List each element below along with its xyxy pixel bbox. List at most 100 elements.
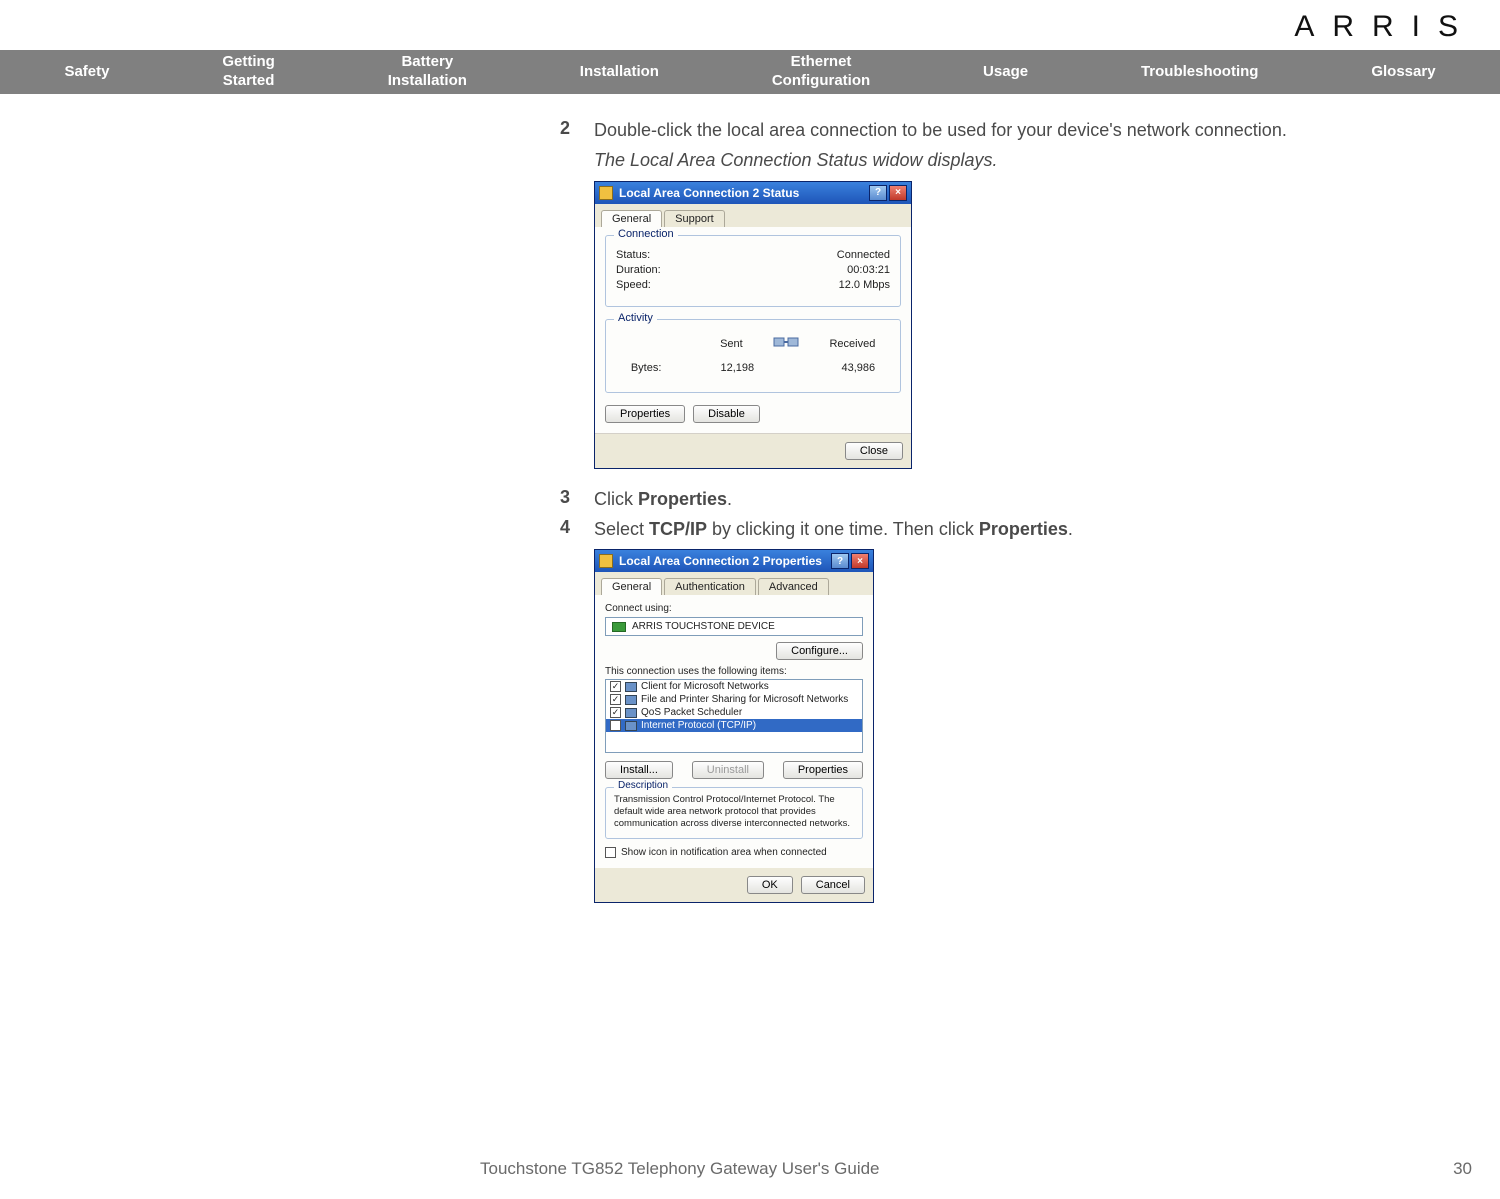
ok-button[interactable]: OK bbox=[747, 876, 793, 894]
item-buttons-row: Install... Uninstall Properties bbox=[605, 761, 863, 779]
footer-title: Touchstone TG852 Telephony Gateway User'… bbox=[480, 1159, 880, 1179]
step-2-text: Double-click the local area connection t… bbox=[594, 120, 1287, 140]
tab-support[interactable]: Support bbox=[664, 210, 725, 227]
status-dialog-title: Local Area Connection 2 Status bbox=[619, 186, 867, 200]
step-4-bold2: Properties bbox=[979, 519, 1068, 539]
activity-group: Activity Sent Received bbox=[605, 319, 901, 393]
items-label: This connection uses the following items… bbox=[605, 666, 863, 677]
show-icon-label: Show icon in notification area when conn… bbox=[621, 847, 827, 858]
bytes-received: 43,986 bbox=[842, 362, 876, 374]
bytes-label: Bytes: bbox=[631, 362, 691, 374]
status-dialog: Local Area Connection 2 Status ? × Gener… bbox=[594, 181, 912, 469]
properties-dialog-body: Connect using: ARRIS TOUCHSTONE DEVICE C… bbox=[595, 595, 873, 868]
list-item-selected[interactable]: ✓ Internet Protocol (TCP/IP) bbox=[606, 719, 862, 732]
component-icon bbox=[625, 695, 637, 705]
close-dialog-button[interactable]: Close bbox=[845, 442, 903, 460]
sent-header: Sent bbox=[720, 338, 743, 350]
help-button[interactable]: ? bbox=[831, 553, 849, 569]
tab-advanced[interactable]: Advanced bbox=[758, 578, 829, 595]
connection-group-title: Connection bbox=[614, 228, 678, 240]
checkbox-icon[interactable]: ✓ bbox=[610, 707, 621, 718]
properties-button[interactable]: Properties bbox=[605, 405, 685, 423]
properties-dialog-tabs: General Authentication Advanced bbox=[595, 572, 873, 595]
nav-troubleshooting[interactable]: Troubleshooting bbox=[1141, 63, 1259, 82]
connect-using-label: Connect using: bbox=[605, 603, 863, 614]
network-icon bbox=[599, 554, 613, 568]
list-item-label: File and Printer Sharing for Microsoft N… bbox=[641, 694, 848, 705]
step-4-body: Select TCP/IP by clicking it one time. T… bbox=[594, 517, 1073, 541]
step-2: 2 Double-click the local area connection… bbox=[560, 118, 1480, 173]
cancel-button[interactable]: Cancel bbox=[801, 876, 865, 894]
activity-icon bbox=[772, 332, 800, 356]
nav-installation[interactable]: Installation bbox=[580, 63, 659, 82]
step-4-mid: by clicking it one time. Then click bbox=[707, 519, 979, 539]
step-3: 3 Click Properties. bbox=[560, 487, 1480, 511]
step-2-number: 2 bbox=[560, 118, 594, 173]
properties-dialog-bottom: OK Cancel bbox=[595, 868, 873, 902]
tab-authentication[interactable]: Authentication bbox=[664, 578, 756, 595]
received-header: Received bbox=[829, 338, 875, 350]
activity-header-row: Sent Received bbox=[616, 332, 890, 356]
step-3-number: 3 bbox=[560, 487, 594, 511]
page-number: 30 bbox=[1453, 1159, 1472, 1179]
status-dialog-bottom: Close bbox=[595, 433, 911, 468]
close-button[interactable]: × bbox=[851, 553, 869, 569]
configure-button[interactable]: Configure... bbox=[776, 642, 863, 660]
page-footer: Touchstone TG852 Telephony Gateway User'… bbox=[0, 1159, 1500, 1179]
bytes-sent: 12,198 bbox=[721, 362, 755, 374]
list-item-label: QoS Packet Scheduler bbox=[641, 707, 742, 718]
step-4: 4 Select TCP/IP by clicking it one time.… bbox=[560, 517, 1480, 541]
show-icon-checkbox[interactable] bbox=[605, 847, 616, 858]
speed-row: Speed: 12.0 Mbps bbox=[616, 279, 890, 291]
status-row: Status: Connected bbox=[616, 249, 890, 261]
adapter-icon bbox=[612, 622, 626, 632]
close-button[interactable]: × bbox=[889, 185, 907, 201]
component-icon bbox=[625, 708, 637, 718]
list-item[interactable]: ✓ QoS Packet Scheduler bbox=[606, 706, 862, 719]
nav-safety[interactable]: Safety bbox=[64, 63, 109, 82]
step-4-number: 4 bbox=[560, 517, 594, 541]
nav-battery-installation[interactable]: Battery Installation bbox=[388, 53, 467, 91]
speed-label: Speed: bbox=[616, 279, 651, 291]
item-properties-button[interactable]: Properties bbox=[783, 761, 863, 779]
step-3-bold: Properties bbox=[638, 489, 727, 509]
uninstall-button: Uninstall bbox=[692, 761, 764, 779]
show-icon-row[interactable]: Show icon in notification area when conn… bbox=[605, 847, 863, 858]
nav-getting-started[interactable]: Getting Started bbox=[222, 53, 275, 91]
brand-logo: ARRIS bbox=[1294, 10, 1476, 44]
nav-ethernet-configuration[interactable]: Ethernet Configuration bbox=[772, 53, 870, 91]
step-3-text-before: Click bbox=[594, 489, 638, 509]
status-value: Connected bbox=[837, 249, 890, 261]
disable-button[interactable]: Disable bbox=[693, 405, 760, 423]
list-item[interactable]: ✓ File and Printer Sharing for Microsoft… bbox=[606, 693, 862, 706]
activity-values-row: Bytes: 12,198 43,986 bbox=[616, 362, 890, 374]
component-icon bbox=[625, 721, 637, 731]
duration-label: Duration: bbox=[616, 264, 661, 276]
step-3-text-after: . bbox=[727, 489, 732, 509]
connection-items-list[interactable]: ✓ Client for Microsoft Networks ✓ File a… bbox=[605, 679, 863, 753]
checkbox-icon[interactable]: ✓ bbox=[610, 694, 621, 705]
tab-general[interactable]: General bbox=[601, 210, 662, 227]
properties-dialog-title: Local Area Connection 2 Properties bbox=[619, 554, 829, 568]
properties-dialog-wrapper: Local Area Connection 2 Properties ? × G… bbox=[594, 549, 1480, 903]
install-button[interactable]: Install... bbox=[605, 761, 673, 779]
help-button[interactable]: ? bbox=[869, 185, 887, 201]
nav-usage[interactable]: Usage bbox=[983, 63, 1028, 82]
device-box: ARRIS TOUCHSTONE DEVICE bbox=[605, 617, 863, 636]
description-text: Transmission Control Protocol/Internet P… bbox=[614, 794, 850, 829]
checkbox-icon[interactable]: ✓ bbox=[610, 720, 621, 731]
properties-dialog-titlebar: Local Area Connection 2 Properties ? × bbox=[595, 550, 873, 572]
status-dialog-titlebar: Local Area Connection 2 Status ? × bbox=[595, 182, 911, 204]
speed-value: 12.0 Mbps bbox=[839, 279, 890, 291]
step-4-text-before: Select bbox=[594, 519, 649, 539]
list-item[interactable]: ✓ Client for Microsoft Networks bbox=[606, 680, 862, 693]
device-name: ARRIS TOUCHSTONE DEVICE bbox=[632, 621, 775, 632]
component-icon bbox=[625, 682, 637, 692]
checkbox-icon[interactable]: ✓ bbox=[610, 681, 621, 692]
description-title: Description bbox=[614, 780, 672, 793]
nav-glossary[interactable]: Glossary bbox=[1371, 63, 1435, 82]
duration-row: Duration: 00:03:21 bbox=[616, 264, 890, 276]
list-item-label: Client for Microsoft Networks bbox=[641, 681, 769, 692]
tab-general[interactable]: General bbox=[601, 578, 662, 595]
status-dialog-wrapper: Local Area Connection 2 Status ? × Gener… bbox=[594, 181, 1480, 469]
